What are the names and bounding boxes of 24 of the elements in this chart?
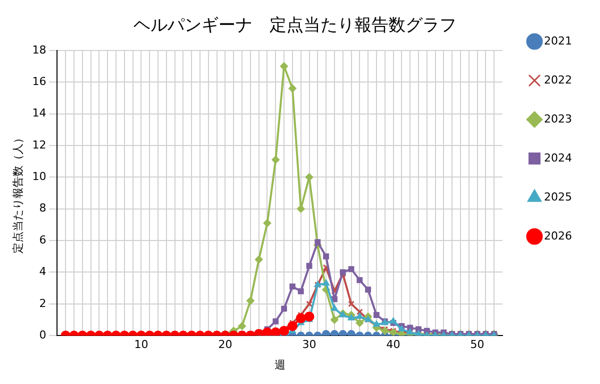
legend-label: 2022 xyxy=(544,73,572,86)
y-tick-label: 0 xyxy=(39,328,46,342)
y-tick-label: 10 xyxy=(32,170,46,184)
y-tick-label: 18 xyxy=(32,43,46,56)
x-tick-label: 30 xyxy=(302,338,316,352)
y-tick-label: 8 xyxy=(39,202,46,215)
legend-label: 2024 xyxy=(544,151,572,164)
y-tick-label: 16 xyxy=(32,74,46,88)
y-tick-label: 4 xyxy=(39,265,46,278)
x-tick-label: 10 xyxy=(134,338,148,352)
legend-label: 2021 xyxy=(544,34,572,48)
chart-title: ヘルパンギーナ 定点当たり報告数グラフ xyxy=(134,16,456,36)
x-tick-label: 50 xyxy=(470,338,484,352)
y-tick-label: 14 xyxy=(32,106,46,120)
legend-label: 2025 xyxy=(544,190,572,204)
x-tick-label: 40 xyxy=(386,338,400,352)
legend-label: 2026 xyxy=(544,229,572,242)
y-tick-label: 6 xyxy=(39,233,46,246)
y-tick-label: 12 xyxy=(32,138,46,152)
x-axis-title: 週 xyxy=(274,358,286,372)
y-axis-title: 定点当たり報告数（人） xyxy=(11,132,24,254)
y-tick-label: 2 xyxy=(39,296,46,310)
x-tick-label: 20 xyxy=(218,338,232,352)
legend-label: 2023 xyxy=(544,112,572,126)
